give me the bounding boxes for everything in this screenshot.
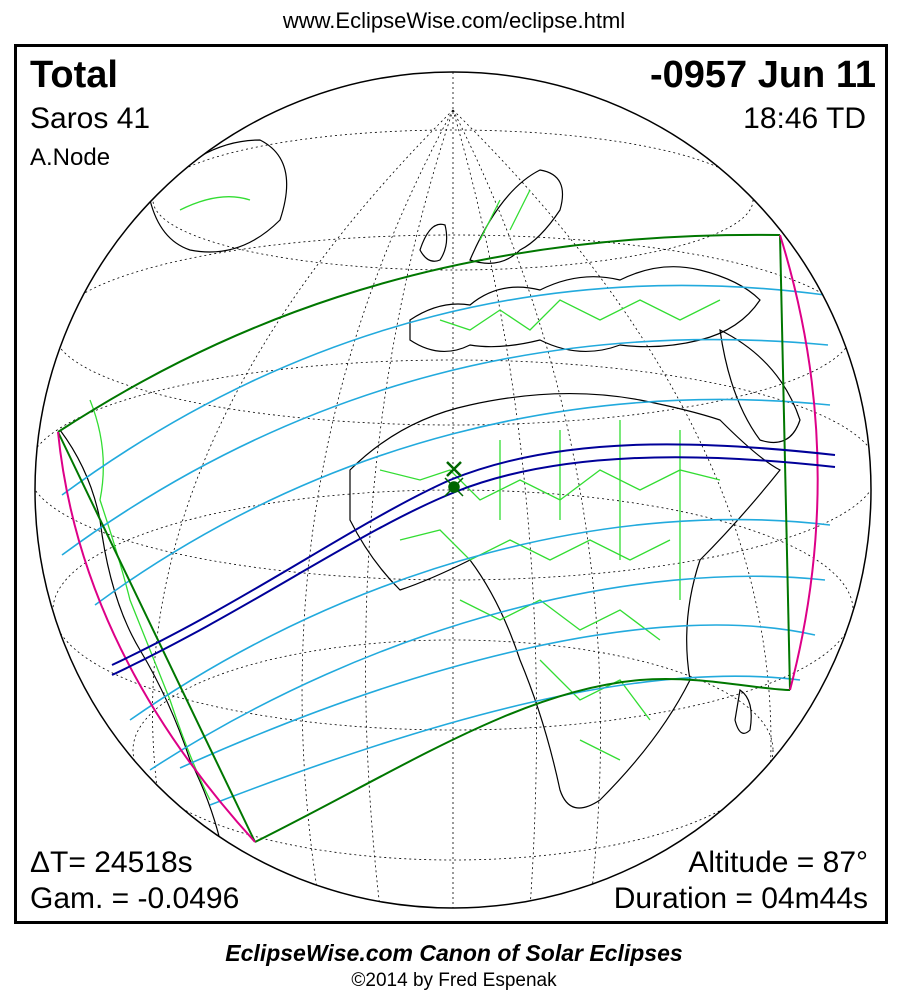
gamma: Gam. = -0.0496 — [30, 882, 240, 915]
greenland-coast — [149, 139, 288, 253]
footer-copyright: ©2014 by Fred Espenak — [351, 970, 557, 991]
eclipse-type: Total — [30, 54, 118, 96]
duration: Duration = 04m44s — [613, 882, 868, 915]
eclipse-date: -0957 Jun 11 — [649, 54, 876, 96]
altitude: Altitude = 87° — [688, 846, 868, 879]
madagascar-coast — [734, 688, 752, 734]
sunrise-sunset-curves — [57, 234, 819, 843]
path-of-totality — [111, 443, 836, 676]
map-frame — [14, 44, 888, 924]
greatest-eclipse-marker — [444, 461, 464, 497]
political-borders — [89, 189, 721, 801]
coastlines — [59, 139, 801, 841]
arabia-coast — [719, 328, 801, 444]
britain-coast — [419, 223, 448, 262]
saros-number: Saros 41 — [30, 102, 151, 135]
eclipse-time: 18:46 TD — [743, 102, 866, 135]
delta-t: ΔT= 24518s — [30, 846, 193, 879]
node-label: A.Node — [30, 144, 111, 171]
globe-outline — [34, 71, 872, 909]
penumbra-limits — [57, 233, 791, 843]
footer-title: EclipseWise.com Canon of Solar Eclipses — [225, 940, 683, 966]
page-url: www.EclipseWise.com/eclipse.html — [282, 8, 626, 33]
americas-coast — [59, 429, 221, 841]
africa-coast — [349, 392, 781, 809]
magnitude-lines — [61, 284, 831, 806]
europe-coast — [409, 266, 761, 353]
scandinavia-coast — [469, 169, 564, 264]
